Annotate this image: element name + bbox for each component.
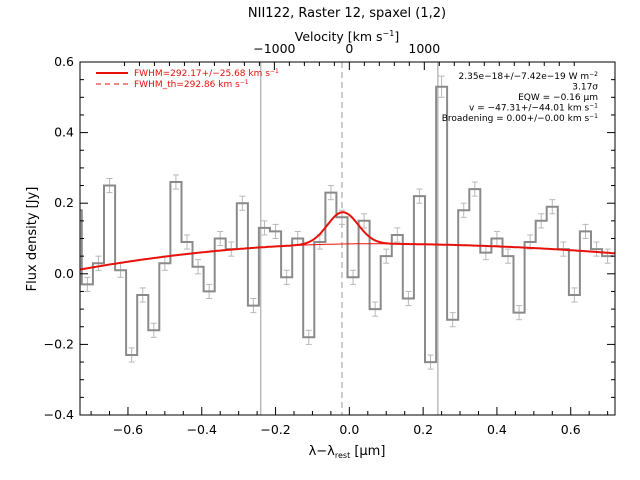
y-tick-label: 0.6 <box>54 54 74 69</box>
x-tick-label: −0.6 <box>113 422 143 437</box>
top-axis-label: Velocity [km s−1] <box>295 29 399 44</box>
y-tick-label: −0.2 <box>44 336 74 351</box>
x-tick-label: −0.4 <box>187 422 217 437</box>
x-tick-label: 0.2 <box>413 422 433 437</box>
reference-lines <box>260 62 439 415</box>
tick-labels: −0.6 −0.4 −0.2 0.0 0.2 0.4 0.6 −1000 0 1000 −0.4 −0… <box>44 41 581 437</box>
annotation-1: 3.17σ <box>572 83 598 93</box>
legend-label-sup: −1 <box>240 79 249 86</box>
annotation-4: Broadening = 0.00+/−0.00 km s−1 <box>442 113 598 124</box>
spectrum-series <box>80 85 614 364</box>
annotation-sup: −1 <box>589 113 598 120</box>
legend-label-sup: −1 <box>270 68 279 75</box>
top-tick-label: 0 <box>345 41 353 56</box>
top-tick-label: 1000 <box>408 41 440 56</box>
annotation-sup: −1 <box>589 103 598 110</box>
top-tick-label: −1000 <box>253 41 295 56</box>
x-axis-label-unit: [μm] <box>350 444 385 459</box>
chart-title: NII122, Raster 12, spaxel (1,2) <box>248 6 446 21</box>
y-tick-label: 0.0 <box>54 266 74 281</box>
top-axis-label-text: Velocity [km s <box>295 29 383 44</box>
annotation-sup: −2 <box>589 71 598 78</box>
legend-label-text: FWHM_th=292.86 km s <box>134 80 240 90</box>
axes <box>79 61 616 416</box>
annotation-text: Broadening = 0.00+/−0.00 km s <box>442 114 590 124</box>
x-tick-label: −0.2 <box>260 422 290 437</box>
x-tick-label: 0.4 <box>487 422 507 437</box>
annotation-0: 2.35e−18+/−7.42e−19 W m−2 <box>459 71 599 82</box>
x-axis-label: λ−λrest [μm] <box>309 444 386 460</box>
y-tick-label: 0.2 <box>54 195 74 210</box>
annotation-3: v = −47.31+/−44.01 km s−1 <box>469 103 598 114</box>
top-axis-label-sup: −1 <box>383 29 395 38</box>
annotation-text: v = −47.31+/−44.01 km s <box>469 104 589 114</box>
y-tick-label: −0.4 <box>44 407 74 422</box>
fit-line <box>79 211 616 271</box>
y-axis-label: Flux density [Jy] <box>25 187 40 292</box>
legend: FWHM=292.17+/−25.68 km s−1FWHM_th=292.86… <box>96 68 279 90</box>
annotation-text: 3.17σ <box>572 83 598 93</box>
annotation-text: 2.35e−18+/−7.42e−19 W m <box>459 72 590 82</box>
top-axis-label-end: ] <box>394 29 399 44</box>
legend-label-0: FWHM=292.17+/−25.68 km s−1 <box>134 68 279 79</box>
x-tick-label: 0.6 <box>561 422 581 437</box>
x-axis-label-sub: rest <box>335 451 350 460</box>
x-axis-label-main: λ−λ <box>309 444 336 459</box>
x-tick-label: 0.0 <box>339 422 359 437</box>
spectrum-line <box>80 85 614 364</box>
fit-series <box>79 211 616 271</box>
legend-label-1: FWHM_th=292.86 km s−1 <box>134 79 249 90</box>
annotation-2: EQW = −0.16 μm <box>518 93 598 103</box>
legend-label-text: FWHM=292.17+/−25.68 km s <box>134 69 270 79</box>
y-tick-label: 0.4 <box>54 125 74 140</box>
annotation-text: EQW = −0.16 μm <box>518 93 598 103</box>
